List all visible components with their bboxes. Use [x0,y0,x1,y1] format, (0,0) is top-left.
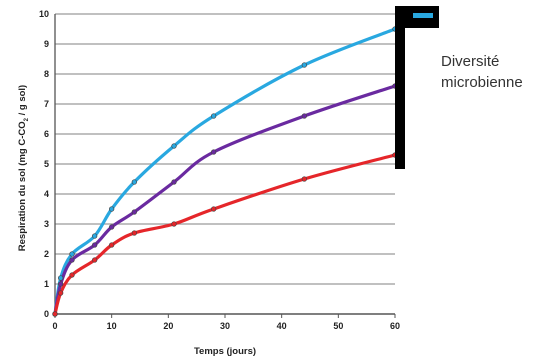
data-point-medium [58,281,64,287]
legend-vertical-bar [395,6,405,169]
y-tick-label: 3 [44,219,49,229]
data-point-low [109,242,115,248]
legend-blue-swatch [413,13,433,18]
y-tick-label: 2 [44,249,49,259]
data-point-high [69,251,75,257]
data-point-high [92,233,98,239]
y-tick-label: 4 [44,189,49,199]
x-tick-label: 30 [220,321,230,331]
x-axis-label: Temps (jours) [194,346,256,357]
grid-lines [55,13,395,315]
data-point-low [171,221,177,227]
data-point-medium [109,224,115,230]
data-point-low [69,272,75,278]
series-line-medium [53,84,397,316]
legend-title-line2: microbienne [441,74,523,91]
y-axis-label: Respiration du sol (mg C-CO2 / g sol) [17,85,30,251]
x-tick-label: 40 [277,321,287,331]
y-tick-label: 8 [44,69,49,79]
data-point-high [301,62,307,68]
legend-gradient-bar [395,6,439,169]
series-line-low [53,153,397,316]
y-tick-label: 9 [44,39,49,49]
data-point-medium [131,209,137,215]
data-point-high [58,275,64,281]
legend-title: Diversité microbienne [441,51,557,93]
y-tick-label: 7 [44,99,49,109]
y-tick-label: 6 [44,129,49,139]
x-tick-label: 20 [163,321,173,331]
data-point-low [52,311,58,317]
data-point-high [211,113,217,119]
data-point-high [171,143,177,149]
data-point-low [58,290,64,296]
data-point-medium [171,179,177,185]
data-point-low [92,257,98,263]
y-tick-label: 10 [39,9,49,19]
series-line-high [53,27,397,316]
x-tick-label: 10 [107,321,117,331]
data-point-low [301,176,307,182]
series-markers [52,26,398,317]
data-point-medium [69,257,75,263]
x-tick-label: 60 [390,321,400,331]
y-tick-label: 1 [44,279,49,289]
data-point-low [131,230,137,236]
axes [54,14,396,318]
y-tick-label: 0 [44,309,49,319]
series-lines [53,27,397,316]
data-point-medium [211,149,217,155]
x-tick-label: 0 [52,321,57,331]
data-point-low [211,206,217,212]
data-point-high [131,179,137,185]
y-tick-label: 5 [44,159,49,169]
data-point-medium [92,242,98,248]
x-tick-label: 50 [333,321,343,331]
data-point-medium [301,113,307,119]
data-point-high [109,206,115,212]
y-tick-labels: 0 1 2 3 4 5 6 7 8 9 10 [39,9,49,319]
legend-title-line1: Diversité [441,53,500,70]
x-tick-labels: 0 10 20 30 40 50 60 [52,321,400,331]
